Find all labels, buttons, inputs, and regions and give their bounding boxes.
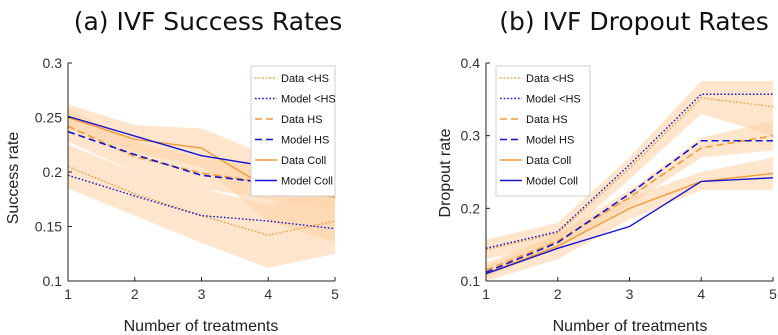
x-tick-label-a-4: 5 [331, 286, 339, 302]
legend-label-b-1: Model <HS [526, 94, 581, 106]
legend-box-b [495, 65, 591, 197]
legend-label-a-3: Model HS [281, 135, 329, 147]
series-line-b-0 [486, 97, 773, 251]
confidence-band-a-0 [68, 144, 335, 268]
x-tick-label-a-3: 4 [264, 286, 272, 302]
y-tick-label-a-1: 0.15 [35, 219, 62, 235]
x-tick-label-b-1: 2 [554, 286, 562, 302]
legend-label-a-0: Data <HS [281, 73, 329, 85]
panel-success-rates: (a) IVF Success Rates Number of treatmen… [5, 7, 342, 335]
series-line-a-3 [68, 130, 335, 198]
x-tick-label-b-3: 4 [697, 286, 705, 302]
y-axis-label-b: Dropout rate [437, 128, 454, 217]
legend-b: Data <HS Model <HS Data HS Model HS Data Col… [495, 65, 591, 197]
legend-a: Data <HS Model <HS Data HS Model HS Data Col… [250, 65, 336, 197]
y-tick-label-b-3: 0.4 [461, 55, 481, 71]
legend-label-a-2: Data HS [281, 114, 323, 126]
series-line-b-5 [486, 177, 773, 275]
chart-title-a: (a) IVF Success Rates [74, 7, 343, 36]
confidence-band-b-4 [486, 157, 773, 281]
y-tick-label-a-4: 0.3 [43, 55, 63, 71]
legend-label-b-2: Data HS [526, 114, 568, 126]
y-tick-label-a-3: 0.25 [35, 110, 62, 126]
series-line-b-1 [486, 93, 773, 249]
x-tick-label-b-2: 3 [626, 286, 634, 302]
y-tick-label-b-0: 0.1 [461, 273, 481, 289]
series-line-b-4 [486, 172, 773, 275]
x-axis-label-a: Number of treatments [124, 318, 279, 335]
panel-dropout-rates: (b) IVF Dropout Rates Number of treatmen… [437, 7, 777, 335]
legend-label-b-5: Model Coll [526, 176, 578, 188]
legend-box-a [250, 65, 336, 197]
x-axis-label-b: Number of treatments [553, 318, 708, 335]
plot-area-b [486, 81, 773, 281]
confidence-band-b-0 [486, 81, 773, 260]
y-axis-label-a: Success rate [5, 132, 22, 225]
series-line-a-0 [68, 165, 335, 236]
y-tick-label-a-2: 0.2 [43, 164, 63, 180]
legend-label-b-4: Data Coll [526, 155, 571, 167]
x-tick-label-a-2: 3 [198, 286, 206, 302]
chart-title-b: (b) IVF Dropout Rates [499, 7, 769, 36]
x-tick-label-b-0: 1 [482, 286, 490, 302]
y-tick-label-a-0: 0.1 [43, 273, 63, 289]
x-tick-label-b-4: 5 [769, 286, 777, 302]
legend-label-b-0: Data <HS [526, 73, 574, 85]
x-tick-label-a-1: 2 [131, 286, 139, 302]
legend-label-a-5: Model Coll [281, 176, 333, 188]
legend-label-b-3: Model HS [526, 135, 574, 147]
y-tick-label-b-2: 0.3 [461, 128, 481, 144]
legend-label-a-4: Data Coll [281, 155, 326, 167]
series-line-b-3 [486, 139, 773, 274]
x-tick-label-a-0: 1 [64, 286, 72, 302]
legend-label-a-1: Model <HS [281, 94, 336, 106]
y-tick-label-b-1: 0.2 [461, 200, 481, 216]
